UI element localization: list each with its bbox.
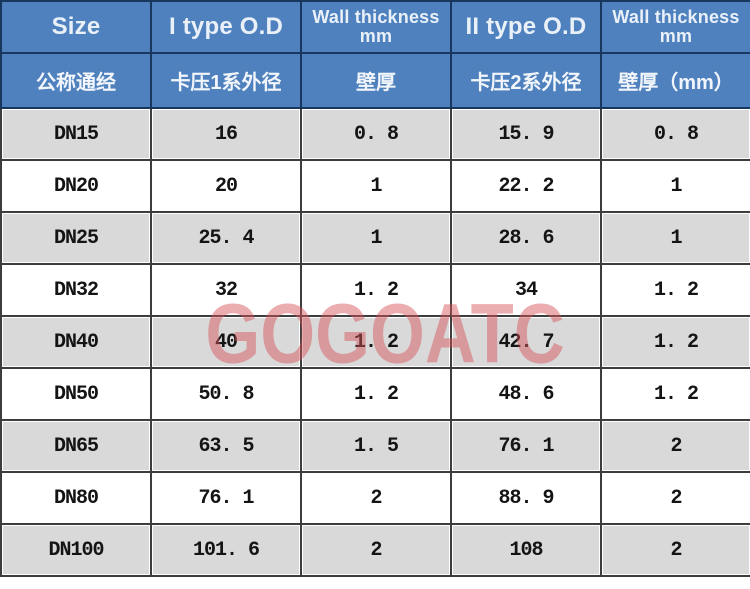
col-header-size: Size — [0, 0, 152, 54]
value-cell: 0. 8 — [600, 107, 750, 161]
col-header-type1-od-cn: 卡压1系外径 — [150, 52, 302, 109]
value-cell: 2 — [600, 419, 750, 473]
table-row: DN15 16 0. 8 15. 9 0. 8 — [0, 107, 750, 161]
value-cell: 1 — [300, 211, 452, 265]
value-cell: 76. 1 — [150, 471, 302, 525]
value-cell: 1 — [600, 159, 750, 213]
value-cell: 1. 2 — [300, 263, 452, 317]
value-cell: 1. 5 — [300, 419, 452, 473]
value-cell: 108 — [450, 523, 602, 577]
value-cell: 40 — [150, 315, 302, 369]
size-cell: DN25 — [0, 211, 152, 265]
value-cell: 101. 6 — [150, 523, 302, 577]
value-cell: 50. 8 — [150, 367, 302, 421]
col-header-type1-od: I type O.D — [150, 0, 302, 54]
value-cell: 20 — [150, 159, 302, 213]
value-cell: 2 — [300, 471, 452, 525]
table-row: DN32 32 1. 2 34 1. 2 — [0, 263, 750, 317]
value-cell: 34 — [450, 263, 602, 317]
col-header-wall-thickness-1-cn: 壁厚 — [300, 52, 452, 109]
size-cell: DN50 — [0, 367, 152, 421]
value-cell: 1 — [600, 211, 750, 265]
col-header-type2-od: II type O.D — [450, 0, 602, 54]
value-cell: 0. 8 — [300, 107, 452, 161]
col-header-wall-thickness-2: Wall thickness mm — [600, 0, 750, 54]
value-cell: 1. 2 — [600, 315, 750, 369]
value-cell: 1. 2 — [300, 315, 452, 369]
value-cell: 25. 4 — [150, 211, 302, 265]
size-cell: DN32 — [0, 263, 152, 317]
size-cell: DN80 — [0, 471, 152, 525]
header-row-chinese: 公称通经 卡压1系外径 壁厚 卡压2系外径 壁厚（mm） — [0, 52, 750, 109]
col-header-wall-thickness-2-cn: 壁厚（mm） — [600, 52, 750, 109]
value-cell: 42. 7 — [450, 315, 602, 369]
col-header-type2-od-cn: 卡压2系外径 — [450, 52, 602, 109]
value-cell: 1 — [300, 159, 452, 213]
value-cell: 88. 9 — [450, 471, 602, 525]
size-cell: DN20 — [0, 159, 152, 213]
value-cell: 22. 2 — [450, 159, 602, 213]
value-cell: 63. 5 — [150, 419, 302, 473]
pipe-spec-table: Size I type O.D Wall thickness mm II typ… — [0, 0, 750, 577]
value-cell: 28. 6 — [450, 211, 602, 265]
table-row: DN100 101. 6 2 108 2 — [0, 523, 750, 577]
value-cell: 2 — [600, 471, 750, 525]
value-cell: 15. 9 — [450, 107, 602, 161]
size-cell: DN65 — [0, 419, 152, 473]
value-cell: 1. 2 — [600, 367, 750, 421]
value-cell: 48. 6 — [450, 367, 602, 421]
size-cell: DN100 — [0, 523, 152, 577]
col-header-size-cn: 公称通经 — [0, 52, 152, 109]
value-cell: 2 — [300, 523, 452, 577]
value-cell: 1. 2 — [600, 263, 750, 317]
value-cell: 76. 1 — [450, 419, 602, 473]
value-cell: 1. 2 — [300, 367, 452, 421]
size-cell: DN40 — [0, 315, 152, 369]
table-row: DN40 40 1. 2 42. 7 1. 2 — [0, 315, 750, 369]
value-cell: 2 — [600, 523, 750, 577]
table-header: Size I type O.D Wall thickness mm II typ… — [0, 0, 750, 109]
value-cell: 16 — [150, 107, 302, 161]
size-cell: DN15 — [0, 107, 152, 161]
table-body: DN15 16 0. 8 15. 9 0. 8 DN20 20 1 22. 2 1 DN25 25. … — [0, 107, 750, 577]
header-row-english: Size I type O.D Wall thickness mm II typ… — [0, 0, 750, 54]
col-header-wall-thickness-1: Wall thickness mm — [300, 0, 452, 54]
value-cell: 32 — [150, 263, 302, 317]
table-row: DN50 50. 8 1. 2 48. 6 1. 2 — [0, 367, 750, 421]
